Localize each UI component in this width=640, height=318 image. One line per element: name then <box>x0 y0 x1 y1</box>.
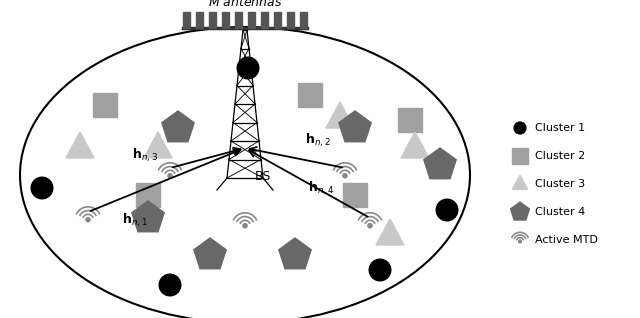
Text: Cluster 2: Cluster 2 <box>535 151 585 161</box>
Circle shape <box>343 174 347 178</box>
Polygon shape <box>326 102 354 128</box>
Text: $\mathbf{h}_{n,2}$: $\mathbf{h}_{n,2}$ <box>305 131 331 149</box>
Polygon shape <box>513 175 527 190</box>
Bar <box>261 12 268 28</box>
Bar <box>196 12 203 28</box>
Text: $\mathbf{h}_{n,3}$: $\mathbf{h}_{n,3}$ <box>132 146 158 164</box>
Polygon shape <box>401 132 429 158</box>
Circle shape <box>436 199 458 221</box>
Circle shape <box>369 259 391 281</box>
Text: BS: BS <box>255 170 271 183</box>
Bar <box>274 12 281 28</box>
Text: $\mathbf{h}_{n,4}$: $\mathbf{h}_{n,4}$ <box>308 179 334 197</box>
Text: Cluster 3: Cluster 3 <box>535 179 585 189</box>
Bar <box>235 12 242 28</box>
Polygon shape <box>132 201 164 232</box>
Circle shape <box>368 224 372 228</box>
Polygon shape <box>194 238 226 269</box>
Polygon shape <box>279 238 311 269</box>
Bar <box>398 108 422 132</box>
Circle shape <box>237 57 259 79</box>
Circle shape <box>518 240 522 243</box>
Bar <box>343 183 367 207</box>
Polygon shape <box>511 202 529 220</box>
Polygon shape <box>339 111 371 142</box>
Bar <box>248 12 255 28</box>
Text: Cluster 1: Cluster 1 <box>535 123 585 133</box>
Circle shape <box>243 224 247 228</box>
Bar <box>512 148 528 164</box>
Circle shape <box>159 274 181 296</box>
Bar <box>287 12 294 28</box>
Circle shape <box>514 122 526 134</box>
Bar <box>222 12 229 28</box>
Text: Active MTD: Active MTD <box>535 235 598 245</box>
Text: $M$ antennas: $M$ antennas <box>207 0 282 9</box>
Bar <box>300 12 307 28</box>
Polygon shape <box>66 132 94 158</box>
Circle shape <box>31 177 52 199</box>
Text: $\mathbf{h}_{n,1}$: $\mathbf{h}_{n,1}$ <box>122 211 148 229</box>
Polygon shape <box>376 219 404 245</box>
Bar <box>209 12 216 28</box>
Polygon shape <box>424 148 456 179</box>
Bar <box>93 93 117 117</box>
Polygon shape <box>144 132 172 158</box>
Circle shape <box>168 174 172 178</box>
Bar <box>136 183 160 207</box>
Bar <box>298 83 322 107</box>
Text: Cluster 4: Cluster 4 <box>535 207 585 217</box>
Polygon shape <box>162 111 194 142</box>
Circle shape <box>86 218 90 222</box>
Bar <box>183 12 190 28</box>
